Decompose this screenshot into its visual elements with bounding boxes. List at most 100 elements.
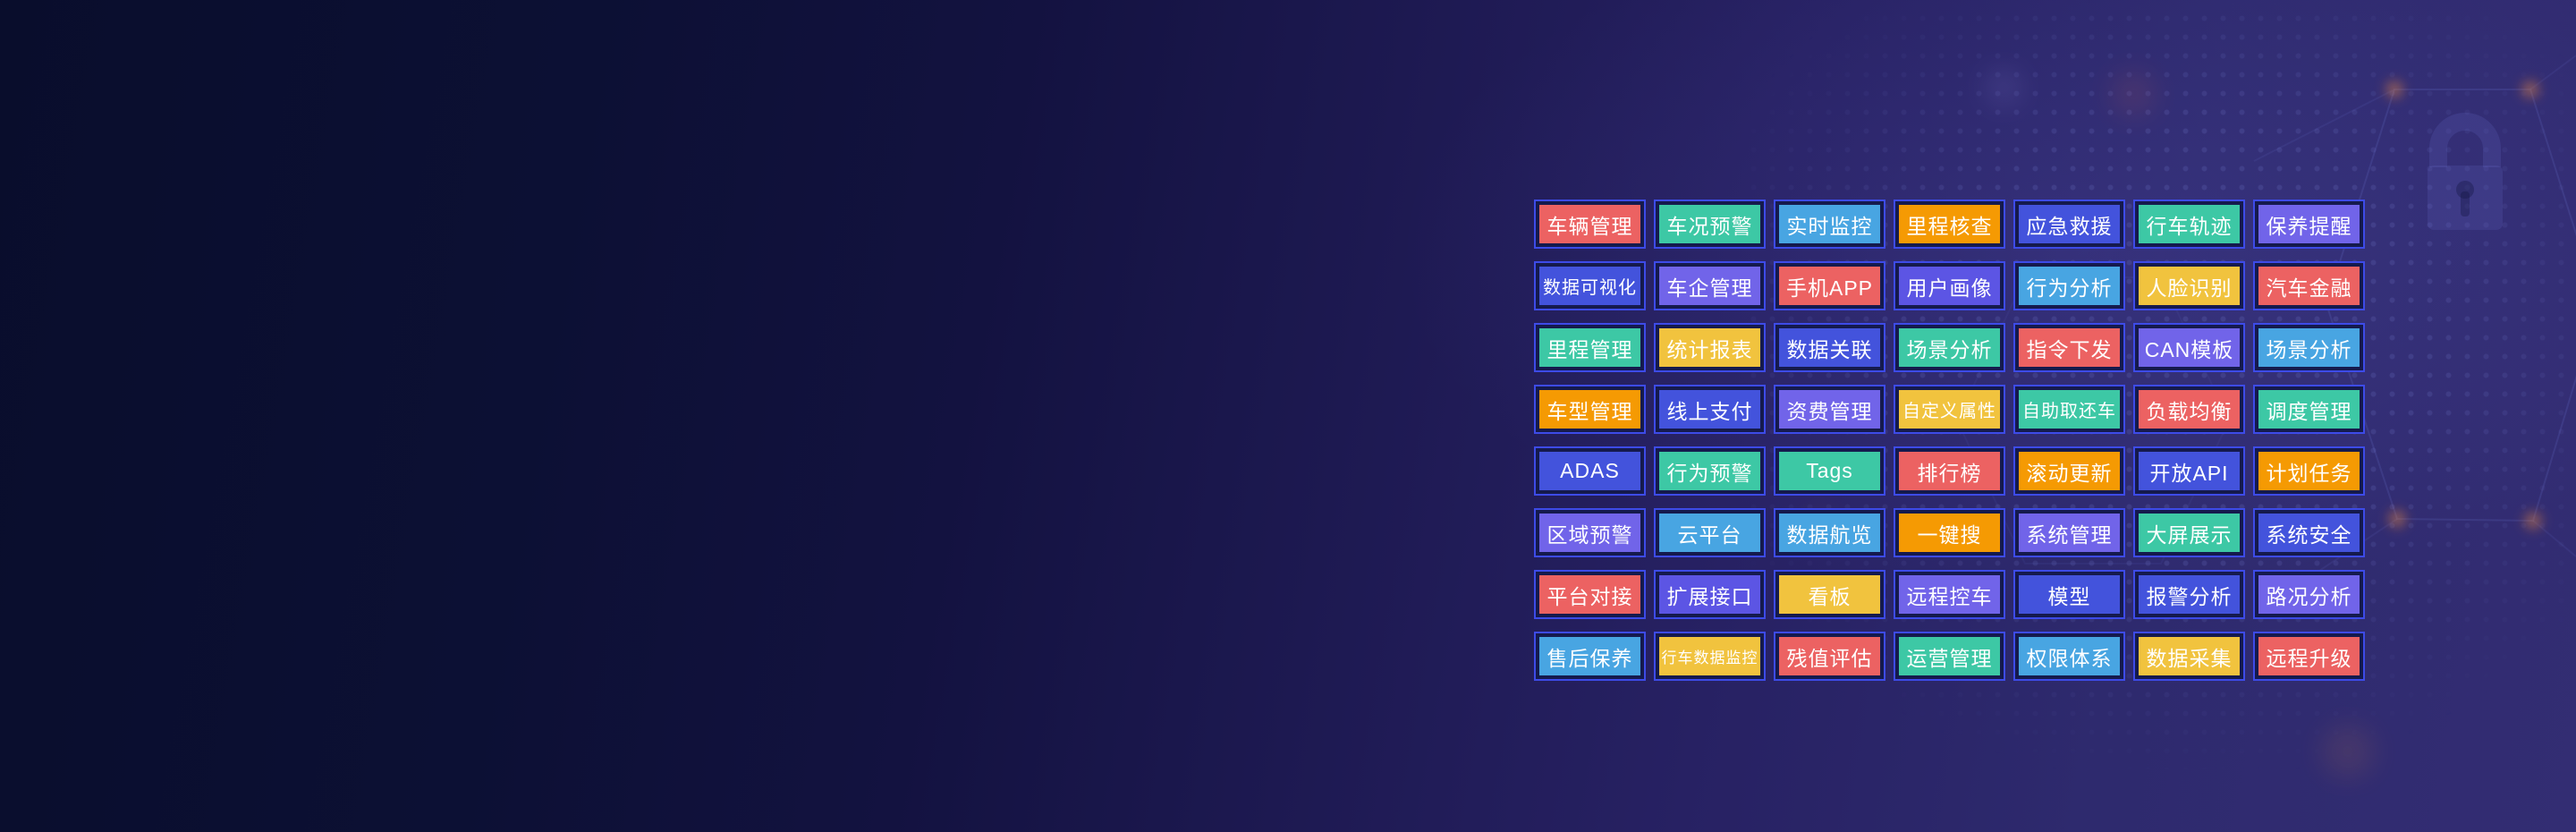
feature-tile[interactable]: 数据采集 (2139, 637, 2240, 675)
feature-tile[interactable]: 运营管理 (1899, 637, 2000, 675)
feature-tile[interactable]: 数据关联 (1779, 328, 1880, 367)
feature-tile[interactable]: 系统管理 (2019, 514, 2120, 552)
feature-cell[interactable]: 实时监控 (1774, 200, 1885, 249)
feature-cell[interactable]: 远程控车 (1894, 570, 2005, 619)
feature-cell[interactable]: 平台对接 (1534, 570, 1646, 619)
feature-cell[interactable]: 数据航览 (1774, 508, 1885, 557)
feature-cell[interactable]: 数据采集 (2133, 632, 2245, 681)
feature-tile[interactable]: ADAS (1539, 452, 1640, 490)
feature-cell[interactable]: 车型管理 (1534, 385, 1646, 434)
feature-cell[interactable]: 自定义属性 (1894, 385, 2005, 434)
feature-tile[interactable]: 路况分析 (2258, 575, 2360, 614)
feature-tile[interactable]: 区域预警 (1539, 514, 1640, 552)
feature-tile[interactable]: 里程核查 (1899, 205, 2000, 243)
feature-tile[interactable]: 远程控车 (1899, 575, 2000, 614)
feature-tile[interactable]: 数据可视化 (1539, 267, 1640, 305)
feature-tile[interactable]: 统计报表 (1659, 328, 1760, 367)
feature-tile[interactable]: 调度管理 (2258, 390, 2360, 429)
feature-cell[interactable]: 报警分析 (2133, 570, 2245, 619)
feature-cell[interactable]: 保养提醒 (2253, 200, 2365, 249)
feature-tile[interactable]: 汽车金融 (2258, 267, 2360, 305)
feature-tile[interactable]: 扩展接口 (1659, 575, 1760, 614)
feature-tile[interactable]: 行车轨迹 (2139, 205, 2240, 243)
feature-tile[interactable]: 模型 (2019, 575, 2120, 614)
feature-cell[interactable]: 扩展接口 (1654, 570, 1766, 619)
feature-tile[interactable]: 平台对接 (1539, 575, 1640, 614)
feature-cell[interactable]: 数据关联 (1774, 323, 1885, 372)
feature-tile[interactable]: 场景分析 (1899, 328, 2000, 367)
feature-cell[interactable]: 行车数据监控 (1654, 632, 1766, 681)
feature-cell[interactable]: 车辆管理 (1534, 200, 1646, 249)
feature-cell[interactable]: 大屏展示 (2133, 508, 2245, 557)
feature-tile[interactable]: 用户画像 (1899, 267, 2000, 305)
feature-cell[interactable]: 区域预警 (1534, 508, 1646, 557)
feature-tile[interactable]: 应急救援 (2019, 205, 2120, 243)
feature-cell[interactable]: 看板 (1774, 570, 1885, 619)
feature-cell[interactable]: 行为分析 (2013, 261, 2125, 310)
feature-tile[interactable]: 自定义属性 (1899, 390, 2000, 429)
feature-tile[interactable]: 里程管理 (1539, 328, 1640, 367)
feature-tile[interactable]: 指令下发 (2019, 328, 2120, 367)
feature-cell[interactable]: 线上支付 (1654, 385, 1766, 434)
feature-cell[interactable]: 一键搜 (1894, 508, 2005, 557)
feature-tile[interactable]: 车况预警 (1659, 205, 1760, 243)
feature-cell[interactable]: 系统管理 (2013, 508, 2125, 557)
feature-tile[interactable]: 行车数据监控 (1659, 637, 1760, 675)
feature-cell[interactable]: 远程升级 (2253, 632, 2365, 681)
feature-tile[interactable]: 大屏展示 (2139, 514, 2240, 552)
feature-cell[interactable]: 自助取还车 (2013, 385, 2125, 434)
feature-cell[interactable]: 排行榜 (1894, 446, 2005, 496)
feature-cell[interactable]: 场景分析 (1894, 323, 2005, 372)
feature-cell[interactable]: 应急救援 (2013, 200, 2125, 249)
feature-cell[interactable]: Tags (1774, 446, 1885, 496)
feature-cell[interactable]: 行车轨迹 (2133, 200, 2245, 249)
feature-tile[interactable]: 开放API (2139, 452, 2240, 490)
feature-tile[interactable]: CAN模板 (2139, 328, 2240, 367)
feature-cell[interactable]: 路况分析 (2253, 570, 2365, 619)
feature-cell[interactable]: 计划任务 (2253, 446, 2365, 496)
feature-tile[interactable]: 售后保养 (1539, 637, 1640, 675)
feature-tile[interactable]: 车企管理 (1659, 267, 1760, 305)
feature-tile[interactable]: 排行榜 (1899, 452, 2000, 490)
feature-tile[interactable]: 负载均衡 (2139, 390, 2240, 429)
feature-cell[interactable]: 系统安全 (2253, 508, 2365, 557)
feature-cell[interactable]: 云平台 (1654, 508, 1766, 557)
feature-cell[interactable]: 场景分析 (2253, 323, 2365, 372)
feature-tile[interactable]: 线上支付 (1659, 390, 1760, 429)
feature-tile[interactable]: 资费管理 (1779, 390, 1880, 429)
feature-tile[interactable]: 车型管理 (1539, 390, 1640, 429)
feature-cell[interactable]: 资费管理 (1774, 385, 1885, 434)
feature-tile[interactable]: 残值评估 (1779, 637, 1880, 675)
feature-cell[interactable]: 用户画像 (1894, 261, 2005, 310)
feature-cell[interactable]: ADAS (1534, 446, 1646, 496)
feature-cell[interactable]: 模型 (2013, 570, 2125, 619)
feature-tile[interactable]: 云平台 (1659, 514, 1760, 552)
feature-cell[interactable]: 残值评估 (1774, 632, 1885, 681)
feature-cell[interactable]: 统计报表 (1654, 323, 1766, 372)
feature-tile[interactable]: 手机APP (1779, 267, 1880, 305)
feature-cell[interactable]: 车况预警 (1654, 200, 1766, 249)
feature-tile[interactable]: Tags (1779, 452, 1880, 490)
feature-cell[interactable]: CAN模板 (2133, 323, 2245, 372)
feature-tile[interactable]: 权限体系 (2019, 637, 2120, 675)
feature-cell[interactable]: 里程管理 (1534, 323, 1646, 372)
feature-tile[interactable]: 人脸识别 (2139, 267, 2240, 305)
feature-cell[interactable]: 开放API (2133, 446, 2245, 496)
feature-tile[interactable]: 一键搜 (1899, 514, 2000, 552)
feature-cell[interactable]: 滚动更新 (2013, 446, 2125, 496)
feature-tile[interactable]: 滚动更新 (2019, 452, 2120, 490)
feature-tile[interactable]: 保养提醒 (2258, 205, 2360, 243)
feature-tile[interactable]: 自助取还车 (2019, 390, 2120, 429)
feature-cell[interactable]: 调度管理 (2253, 385, 2365, 434)
feature-cell[interactable]: 权限体系 (2013, 632, 2125, 681)
feature-cell[interactable]: 手机APP (1774, 261, 1885, 310)
feature-tile[interactable]: 远程升级 (2258, 637, 2360, 675)
feature-tile[interactable]: 车辆管理 (1539, 205, 1640, 243)
feature-cell[interactable]: 人脸识别 (2133, 261, 2245, 310)
feature-tile[interactable]: 看板 (1779, 575, 1880, 614)
feature-tile[interactable]: 报警分析 (2139, 575, 2240, 614)
feature-cell[interactable]: 汽车金融 (2253, 261, 2365, 310)
feature-tile[interactable]: 场景分析 (2258, 328, 2360, 367)
feature-tile[interactable]: 行为预警 (1659, 452, 1760, 490)
feature-tile[interactable]: 计划任务 (2258, 452, 2360, 490)
